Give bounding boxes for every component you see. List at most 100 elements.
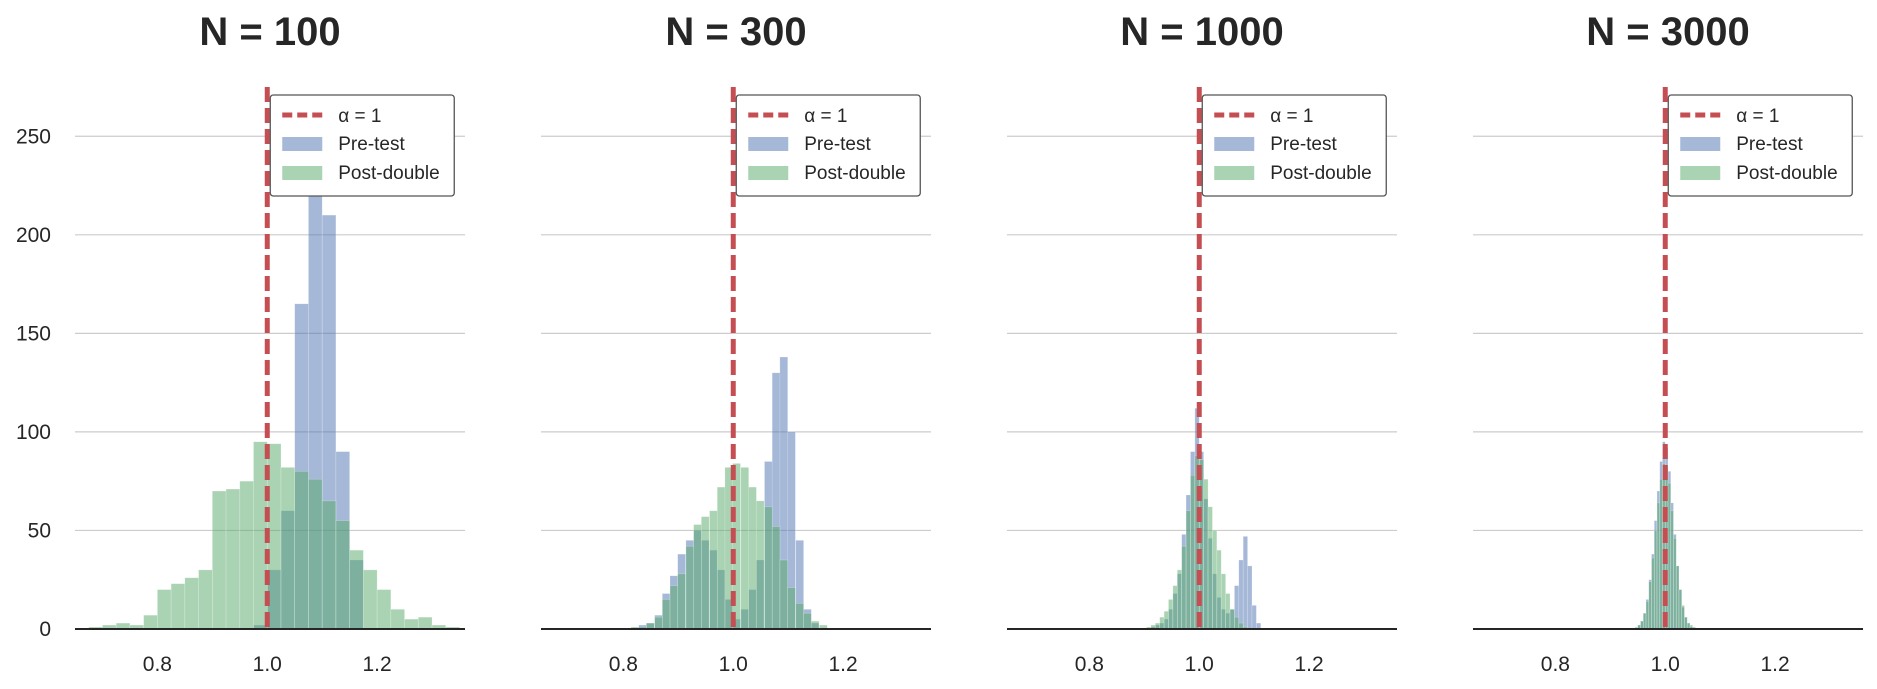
histogram-bar	[1640, 620, 1644, 630]
histogram-bar	[1670, 510, 1674, 630]
x-tick-label: 0.8	[143, 653, 172, 676]
histogram-bar	[198, 569, 213, 630]
histogram-bar	[740, 467, 750, 630]
histogram-bar	[1168, 599, 1174, 630]
histogram-bar	[1681, 605, 1685, 630]
histogram-bar	[701, 516, 710, 630]
legend-patch-pre-test	[1680, 137, 1721, 151]
histogram-bar	[1659, 478, 1663, 630]
histogram-bar	[404, 618, 419, 630]
y-tick-label: 200	[16, 224, 51, 247]
legend-label-post-double: Post-double	[804, 163, 905, 184]
x-tick-label: 0.8	[1075, 653, 1104, 676]
x-tick-label: 0.8	[609, 653, 638, 676]
histogram-bar	[1238, 559, 1244, 630]
histogram-bar	[157, 589, 172, 630]
histogram-bar	[1163, 610, 1169, 630]
histogram-bar	[225, 488, 241, 630]
histogram-bar	[1675, 565, 1680, 630]
histogram-bar	[1673, 538, 1677, 630]
x-tick-label: 1.2	[1295, 653, 1324, 676]
histogram-bar	[1229, 608, 1235, 630]
histogram-bar	[654, 616, 663, 630]
legend-label-pre-test: Pre-test	[338, 134, 405, 155]
legend-label-post-double: Post-double	[1270, 163, 1371, 184]
histogram-bar	[1234, 616, 1240, 630]
y-tick-label: 0	[39, 618, 51, 641]
histogram-bar	[1181, 545, 1187, 630]
legend: α = 1 Pre-test Post-double	[269, 94, 455, 197]
y-tick-label: 250	[16, 125, 51, 148]
legend-patch-pre-test	[282, 137, 323, 151]
panel-title: N = 1000	[1120, 10, 1283, 54]
legend-label-post-double: Post-double	[1736, 163, 1837, 184]
x-tick-label: 1.0	[253, 653, 282, 676]
panel-title: N = 3000	[1586, 10, 1749, 54]
y-tick-label: 100	[16, 421, 51, 444]
x-tick-label: 1.0	[1651, 653, 1680, 676]
histogram-bar	[1651, 557, 1655, 630]
y-tick-label: 150	[16, 322, 51, 345]
histogram-bar	[390, 608, 405, 630]
y-tick-label: 50	[28, 519, 51, 542]
histogram-bar	[349, 549, 364, 630]
x-tick-label: 1.2	[829, 653, 858, 676]
histogram-bar	[1645, 601, 1650, 630]
chart-panel-1: N = 100 0 50 100 150 200 250 0.8 1.0 1.2 α = 1 Pre-…	[16, 10, 465, 676]
histogram-bar	[280, 467, 296, 630]
histogram-bar	[1667, 482, 1672, 630]
histogram-bar	[1172, 585, 1178, 630]
histogram-bar	[677, 573, 686, 630]
legend: α = 1 Pre-test Post-double	[735, 94, 921, 197]
histogram-bar	[1242, 536, 1248, 630]
histogram-bar	[1642, 612, 1647, 630]
legend-label-alpha: α = 1	[338, 106, 381, 127]
panel-title: N = 100	[199, 10, 340, 54]
histogram-bar	[1656, 502, 1661, 630]
chart-panel-4: N = 3000 0.8 1.0 1.2 α = 1 Pre-test Post-doubl…	[1473, 10, 1863, 676]
histogram-bar	[170, 583, 186, 630]
legend-patch-post-double	[748, 166, 789, 180]
legend: α = 1 Pre-test Post-double	[1667, 94, 1853, 197]
histogram-bar	[184, 577, 199, 630]
histogram-bar	[669, 585, 679, 630]
panel-title: N = 300	[665, 10, 806, 54]
histogram-bar	[1203, 478, 1209, 630]
legend-label-post-double: Post-double	[338, 163, 439, 184]
legend-label-pre-test: Pre-test	[1270, 134, 1337, 155]
series-post-double	[88, 441, 460, 630]
histogram-bar	[755, 500, 765, 630]
histogram-bar	[239, 480, 254, 630]
histogram-bar	[795, 603, 804, 630]
x-tick-label: 1.0	[1185, 653, 1214, 676]
chart-panel-3: N = 1000 0.8 1.0 1.2 α = 1 Pre-test Post-doubl…	[1007, 10, 1397, 676]
x-tick-label: 0.8	[1541, 653, 1570, 676]
histogram-bar	[1212, 530, 1218, 630]
x-tick-label: 1.2	[1761, 653, 1790, 676]
histogram-bar	[1176, 569, 1182, 630]
histogram-bar	[1648, 581, 1652, 630]
histogram-bar	[321, 500, 337, 630]
histogram-bar	[1684, 616, 1688, 630]
histogram-bar	[662, 599, 671, 630]
chart-panel-2: N = 300 0.8 1.0 1.2 α = 1 Pre-test Post-double	[541, 10, 931, 676]
histogram-bar	[294, 471, 309, 630]
histogram-bar	[748, 486, 757, 630]
histogram-bar	[685, 545, 695, 630]
histogram-bar	[1207, 506, 1213, 630]
legend-patch-pre-test	[748, 137, 789, 151]
histogram-bar	[693, 524, 702, 630]
histogram-bar	[1678, 589, 1683, 630]
histogram-bar	[810, 620, 820, 630]
histogram-bar	[779, 559, 789, 630]
histogram-bar	[771, 526, 781, 630]
histogram-bar	[1251, 605, 1257, 630]
legend-patch-pre-test	[1214, 137, 1255, 151]
legend-label-alpha: α = 1	[1736, 106, 1779, 127]
x-tick-label: 1.2	[363, 653, 392, 676]
histogram-bar	[787, 587, 796, 630]
legend-patch-post-double	[282, 166, 323, 180]
histogram-bar	[363, 569, 378, 630]
histogram-bar	[709, 510, 718, 630]
histogram-bar	[1225, 593, 1231, 630]
